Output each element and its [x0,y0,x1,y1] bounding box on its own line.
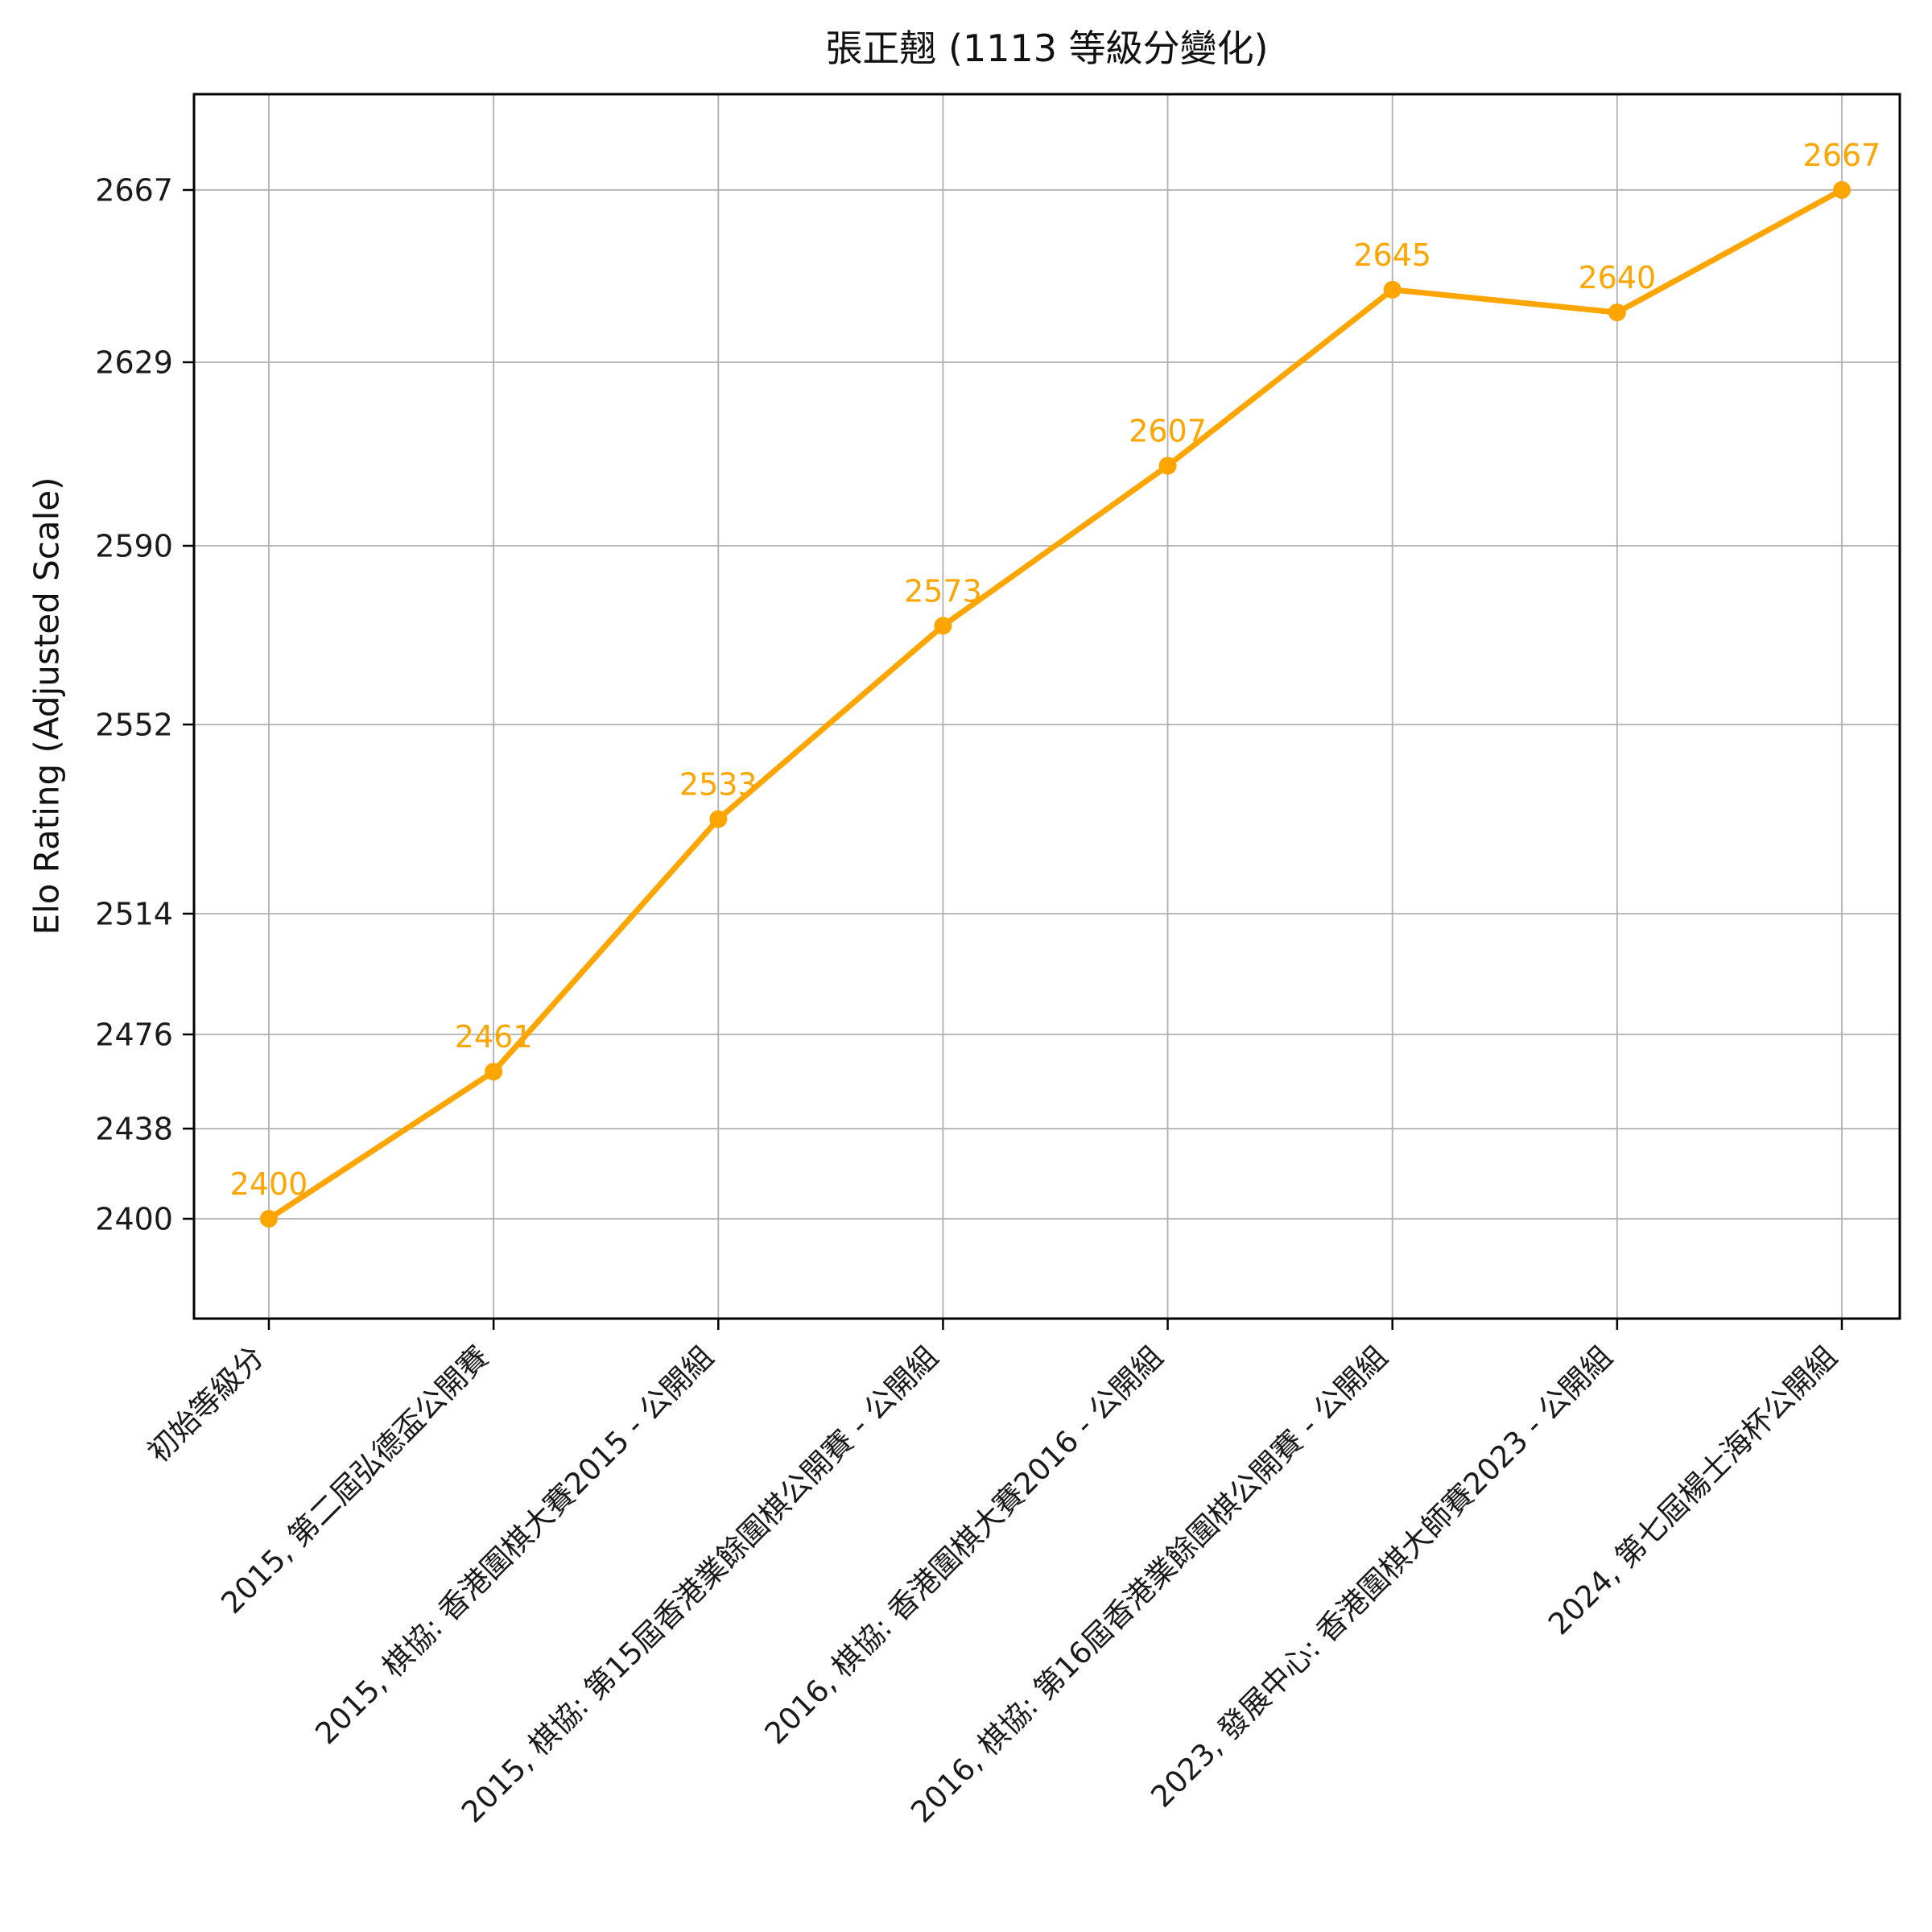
data-point-label: 2607 [1129,414,1207,449]
data-point-marker [485,1063,503,1081]
x-tick-label: 2023, 發展中心: 香港圍棋大師賽2023 - 公開組 [1145,1340,1620,1814]
x-tick-label: 2015, 棋協: 香港圍棋大賽2015 - 公開組 [308,1340,720,1751]
y-tick-label: 2476 [95,1017,173,1052]
data-point-label: 2461 [455,1019,533,1055]
data-point-marker [709,810,728,828]
data-point-marker [934,617,952,635]
data-point-marker [1608,303,1626,322]
data-point-marker [1158,456,1177,475]
y-tick-label: 2590 [95,528,173,564]
data-point-label: 2667 [1803,138,1881,173]
plot-border [192,93,1901,1320]
x-tick-label: 2016, 棋協: 第16屆香港業餘圍棋公開賽 - 公開組 [904,1340,1394,1830]
data-point-marker [1383,280,1402,299]
data-point-label: 2400 [230,1166,308,1202]
x-tick-label: 2015, 第二屆弘德盃公開賽 [214,1340,495,1620]
y-tick-label: 2629 [95,345,173,380]
data-point-marker [260,1210,278,1228]
x-tick-label: 初始等級分 [141,1340,270,1469]
x-tick-label: 2015, 棋協: 第15屆香港業餘圍棋公開賽 - 公開組 [455,1340,945,1830]
y-tick-label: 2514 [95,896,173,931]
data-point-label: 2533 [679,767,758,803]
data-point-marker [1833,181,1851,199]
elo-series-line [266,187,1845,1222]
data-point-label: 2645 [1353,237,1431,273]
data-point-label: 2573 [904,573,982,609]
y-tick-label: 2400 [95,1201,173,1236]
data-point-label: 2640 [1578,260,1656,295]
chart-title: 張正翹 (1113 等級分變化) [825,27,1269,70]
y-tick-label: 2552 [95,707,173,742]
y-tick-label: 2438 [95,1111,173,1146]
x-tick-label: 2016, 棋協: 香港圍棋大賽2016 - 公開組 [758,1340,1170,1751]
y-tick-label: 2667 [95,172,173,208]
